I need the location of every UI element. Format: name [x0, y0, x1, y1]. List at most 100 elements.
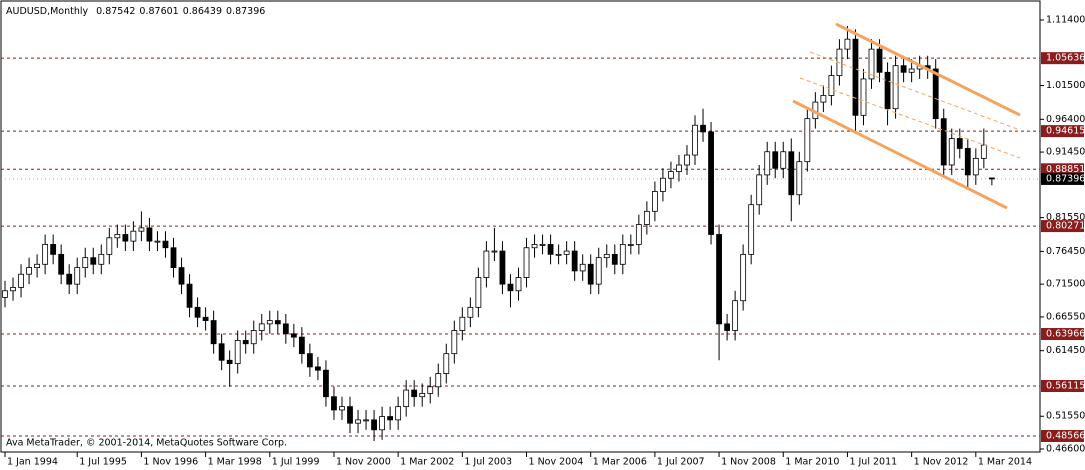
candle-body [290, 333, 297, 338]
candle-body [130, 230, 137, 242]
level-label: 0.63966 [1046, 329, 1085, 340]
candle-body [459, 316, 466, 331]
candle-body [668, 171, 674, 179]
candle-body [948, 138, 955, 166]
level-label-box [1041, 163, 1084, 176]
candle-body [908, 68, 915, 73]
y-tick-label: 0.96400 [1046, 114, 1085, 125]
axes: 1.11400 1.01500 0.96400 0.91450 0.81550 0.764… [4, 15, 1085, 468]
symbol: AUDUSD,Monthly [6, 6, 89, 17]
candle-body [419, 392, 426, 398]
candle-body [194, 306, 201, 318]
candle-body [315, 366, 321, 371]
candle-body [515, 277, 522, 292]
candle-body [98, 253, 105, 265]
candle-body [154, 240, 161, 243]
candle-body [547, 244, 554, 255]
level-label: 1.05636 [1046, 53, 1085, 64]
candle-body [138, 227, 145, 232]
candle-body [202, 316, 209, 321]
candle-body [162, 240, 169, 249]
candle-body [371, 419, 377, 431]
candle-body [34, 263, 41, 269]
candle-body [242, 340, 249, 345]
channel-upper [835, 22, 1021, 117]
candle-body [619, 244, 626, 265]
candle-body [643, 210, 650, 225]
x-tick-label: 1 Mar 1998 [208, 457, 262, 468]
candle-body [852, 38, 859, 116]
candle-body [443, 353, 450, 374]
candle-body [563, 250, 570, 255]
x-tick-label: 1 Nov 2004 [529, 457, 584, 468]
channel-inner [809, 51, 1021, 131]
candle-body [331, 396, 337, 411]
channel [792, 22, 1021, 210]
candle-body [218, 343, 225, 361]
candle-body [274, 320, 281, 325]
x-tick-label: 1 Nov 1996 [143, 457, 198, 468]
y-tick-label: 0.81550 [1046, 212, 1085, 223]
candle-body [66, 273, 73, 285]
candle-body [387, 416, 394, 421]
candle-body [50, 244, 57, 255]
y-tick-label: 1.11400 [1046, 15, 1085, 26]
copyright: Ava MetaTrader, © 2001-2014, MetaQuotes … [6, 438, 287, 449]
candle-body [892, 65, 899, 110]
candle-body [820, 95, 827, 103]
candle-body [964, 148, 971, 176]
x-tick-label: 1 Nov 2008 [721, 457, 776, 468]
level-label-box [1041, 52, 1084, 65]
candle-body [339, 406, 345, 411]
candle-body [170, 247, 177, 269]
candle-body [531, 244, 538, 249]
level-label: 0.94615 [1046, 126, 1085, 137]
candle-body [18, 273, 24, 288]
candle-body [676, 164, 682, 173]
candle-body [26, 267, 32, 275]
y-tick-label: 0.46600 [1046, 444, 1085, 455]
candle-body [956, 138, 963, 149]
candle-body [523, 247, 530, 278]
level-label: 0.80271 [1046, 221, 1085, 232]
x-tick-label: 1 Jan 1994 [7, 457, 58, 468]
candle-body [507, 283, 514, 292]
x-tick-label: 1 Mar 2010 [785, 457, 839, 468]
candle-body [740, 253, 747, 302]
candle-body [483, 250, 490, 278]
candle-body [940, 118, 947, 166]
candle-body [114, 234, 121, 239]
candle-body [603, 253, 610, 259]
candle-body [684, 154, 690, 166]
candle-body [363, 419, 369, 422]
candle-body [306, 353, 313, 368]
candle-body [379, 416, 386, 431]
level-label-box [1041, 429, 1084, 442]
candle-body [210, 320, 217, 345]
candle-body [868, 48, 875, 80]
x-tick-label: 1 Nov 2000 [336, 457, 391, 468]
candle-body [611, 253, 618, 265]
level-label: 0.56115 [1046, 381, 1085, 392]
candle-body [876, 48, 883, 73]
candle-body [499, 250, 506, 285]
candle-body [42, 244, 49, 265]
candle-body [403, 389, 410, 408]
candle-body [756, 174, 763, 206]
candle-body [692, 124, 698, 156]
current-price-box [1041, 172, 1084, 185]
candle-body [395, 406, 402, 421]
x-tick-label: 1 Jul 2011 [849, 457, 897, 468]
candle-body [788, 151, 795, 196]
y-tick-label: 0.91450 [1046, 147, 1085, 158]
candle-body [411, 389, 418, 398]
candle-body [427, 386, 434, 394]
candle-body [234, 340, 241, 364]
candle-body [972, 157, 979, 176]
candle-body [226, 359, 233, 364]
candle-body [539, 244, 546, 246]
candle-body [804, 118, 811, 163]
candles [2, 25, 995, 442]
y-tick-label: 0.76450 [1046, 246, 1085, 257]
